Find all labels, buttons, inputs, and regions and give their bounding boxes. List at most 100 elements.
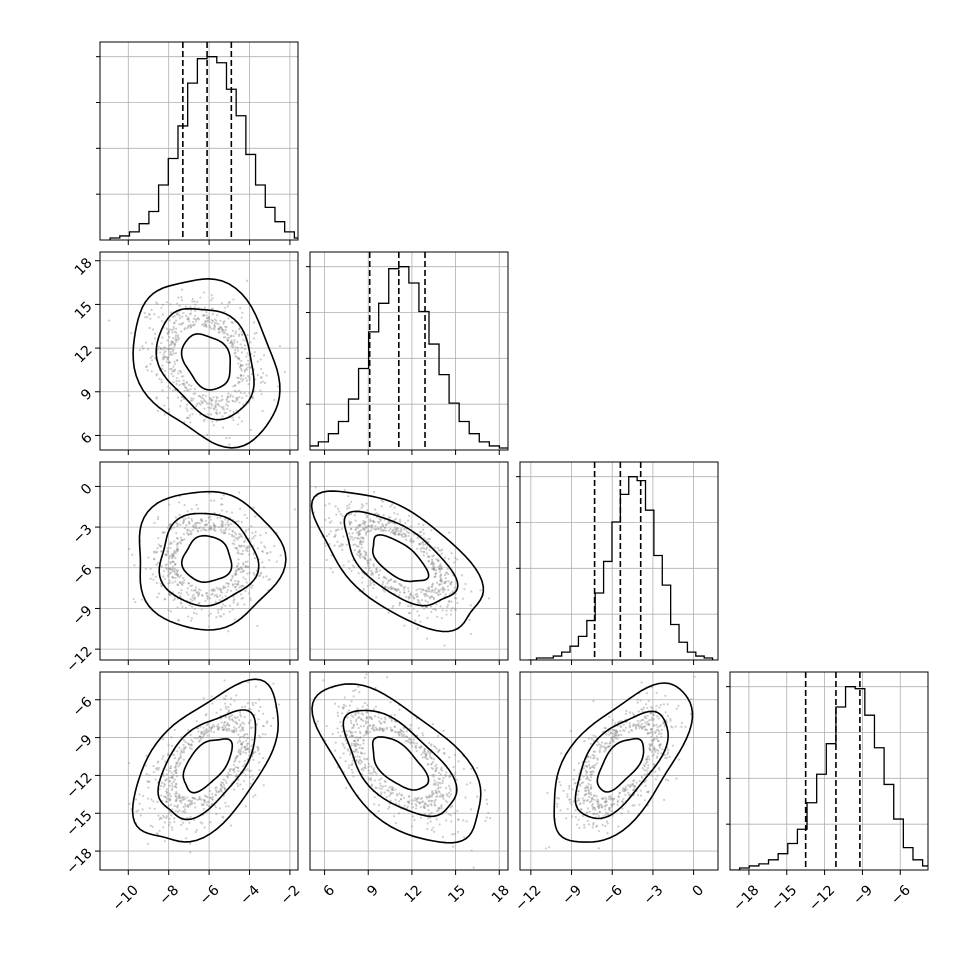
sample-point [382, 588, 385, 591]
sample-point [226, 395, 230, 399]
sample-point [424, 752, 427, 755]
sample-point [359, 736, 362, 740]
sample-point [251, 774, 254, 777]
sample-point [210, 402, 213, 405]
sample-point [394, 533, 397, 536]
sample-point [369, 772, 372, 775]
sample-point [601, 823, 604, 827]
sample-point [435, 781, 438, 784]
sample-point [678, 758, 681, 761]
sample-point [147, 780, 150, 783]
sample-point [202, 528, 205, 531]
sample-point [187, 389, 190, 392]
sample-point [414, 799, 418, 802]
sample-point [194, 589, 197, 592]
histogram-step [109, 56, 298, 240]
sample-point [439, 583, 443, 586]
sample-point [217, 791, 220, 794]
sample-point [658, 706, 661, 709]
sample-point [445, 792, 448, 796]
sample-point [174, 551, 177, 555]
sample-point [556, 805, 559, 808]
sample-point [425, 546, 428, 549]
sample-point [400, 731, 403, 734]
sample-point [592, 739, 595, 742]
sample-point [197, 594, 200, 597]
sample-point [200, 608, 203, 611]
sample-point [339, 720, 342, 724]
sample-point [377, 729, 381, 732]
sample-point [583, 740, 586, 743]
sample-point [185, 380, 188, 384]
sample-point [619, 720, 622, 723]
sample-point [631, 804, 634, 807]
sample-point [379, 728, 382, 731]
sample-point [400, 533, 403, 536]
sample-point [177, 569, 180, 572]
sample-point [257, 734, 261, 737]
sample-point [156, 561, 160, 565]
sample-point [215, 616, 218, 619]
sample-point [432, 792, 435, 795]
sample-point [353, 742, 356, 745]
sample-point [241, 333, 244, 336]
sample-point [391, 529, 394, 532]
sample-point [393, 725, 396, 728]
sample-point [227, 582, 230, 585]
sample-point [354, 736, 357, 739]
sample-point [247, 736, 250, 739]
sample-point [413, 596, 416, 600]
sample-point [367, 769, 371, 772]
sample-point [186, 742, 189, 745]
sample-point [180, 823, 183, 827]
sample-point [390, 788, 393, 791]
sample-point [589, 787, 593, 790]
sample-point [587, 755, 590, 758]
sample-point [167, 356, 170, 359]
sample-point [427, 560, 430, 563]
sample-point [442, 587, 445, 590]
sample-point [655, 756, 658, 759]
sample-point [586, 819, 590, 823]
sample-point [189, 312, 192, 315]
sample-point [250, 769, 253, 772]
sample-point [438, 567, 441, 570]
sample-point [165, 777, 168, 780]
sample-point [189, 851, 192, 854]
sample-point [651, 712, 654, 715]
panel-frame [99, 671, 299, 871]
sample-point [176, 523, 179, 526]
sample-point [168, 792, 171, 796]
sample-point [430, 794, 434, 797]
sample-point [187, 799, 190, 802]
sample-point [235, 569, 238, 572]
sample-point [402, 528, 406, 531]
sample-point [172, 780, 175, 783]
sample-point [262, 576, 265, 579]
sample-point [165, 779, 168, 782]
sample-point [351, 731, 354, 734]
sample-point [240, 521, 243, 524]
sample-point [180, 330, 183, 333]
sample-point [221, 726, 224, 729]
sample-point [440, 566, 443, 569]
sample-point [355, 736, 359, 739]
sample-point [206, 319, 210, 322]
sample-point [238, 536, 241, 539]
sample-point [163, 577, 166, 580]
sample-point [206, 594, 209, 597]
sample-point [584, 769, 588, 772]
sample-point [361, 581, 364, 584]
sample-point [216, 727, 220, 730]
sample-point [359, 736, 362, 739]
sample-point [218, 400, 221, 403]
sample-point [368, 724, 372, 727]
sample-point [361, 747, 365, 750]
sample-point [162, 357, 166, 360]
sample-point [367, 529, 370, 532]
sample-point [449, 582, 452, 585]
sample-point [405, 807, 408, 810]
sample-point [195, 590, 198, 593]
sample-point [194, 524, 197, 527]
sample-point [172, 773, 175, 776]
